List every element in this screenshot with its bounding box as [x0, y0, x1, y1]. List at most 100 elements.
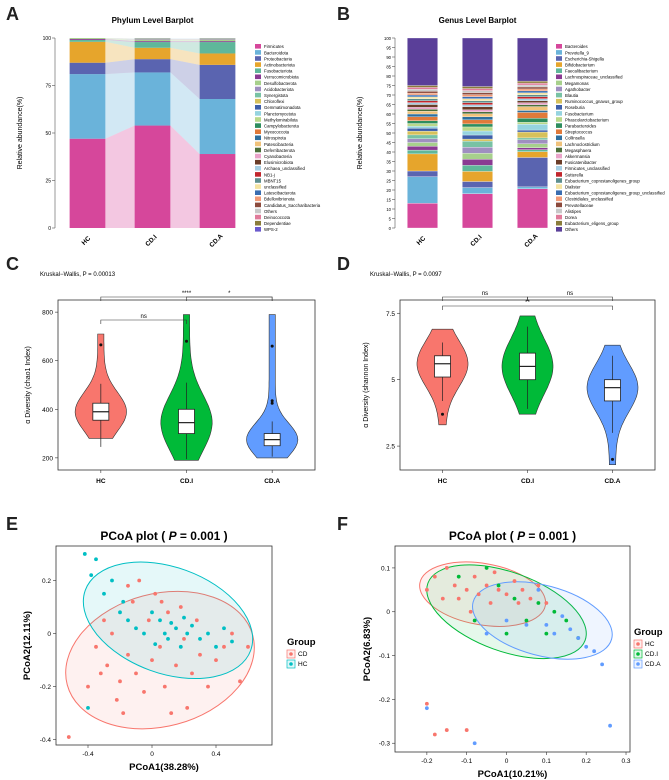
- significance-label: **: [525, 300, 530, 306]
- ribbon-firmicutes: [170, 125, 200, 228]
- comparison-bracket: [442, 305, 613, 310]
- y-tick-label: 5: [389, 217, 392, 222]
- legend-swatch-bacteroidota: [255, 50, 261, 55]
- point-hc: [432, 732, 437, 737]
- bar-segment-cd-i-alistipes: [462, 90, 493, 93]
- bar-segment-hc-phascolarctobacterium: [407, 123, 438, 127]
- y-axis-label: Relative abundance(%): [17, 97, 24, 170]
- chao1-violin-plot: Kruskal−Wallis, P = 0.00013 200 400 600 800 α…: [25, 272, 316, 485]
- point-cd: [190, 671, 194, 676]
- point-hc: [432, 574, 437, 579]
- y-tick-label: 800: [42, 310, 53, 317]
- bar-segment-cd-i-eubacterium-coprostanoligenes-group-unclassified: [462, 96, 493, 99]
- bar-segment-hc-fusicatenibacter: [407, 104, 438, 108]
- point-hc: [472, 574, 477, 579]
- legend-swatch-firmicutes-unclassified: [556, 166, 562, 171]
- significance-label: *: [228, 291, 231, 297]
- legend-swatch-candidatus-saccharibacteria: [255, 202, 261, 208]
- point-hc: [134, 626, 138, 631]
- point-cd: [137, 578, 142, 583]
- bar-segment-cd-a-megasphaera: [517, 104, 548, 107]
- bar-segment-cd-i-parabacteroides: [462, 123, 493, 128]
- point-cd-a: [584, 644, 589, 649]
- bar-segment-cd-i-bifidobacterium: [462, 171, 493, 182]
- legend-label-hc: HC: [645, 641, 655, 648]
- bar-segment-hc-parabacteroides: [407, 120, 438, 124]
- y-tick-label: 7.5: [386, 311, 395, 318]
- x-tick-label-hc: HC: [438, 478, 448, 485]
- point-cd: [66, 735, 71, 739]
- x-tick-label: -0.2: [421, 758, 433, 765]
- legend-label-others: Others: [264, 209, 277, 214]
- point-hc: [520, 587, 525, 592]
- bar-segment-cd-a-eubacterium-coprostanoligenes-group: [517, 94, 548, 97]
- legend-swatch-chloroflexi: [255, 98, 261, 104]
- bar-segment-cd-a-prevotella-9: [517, 186, 548, 189]
- y-tick-label: 15: [386, 198, 391, 203]
- point-hc: [230, 639, 234, 644]
- bar-segment-hc-bacteroides: [407, 203, 438, 229]
- legend-swatch-akkermansia: [556, 153, 562, 159]
- point-cd: [246, 644, 250, 649]
- point-hc: [89, 573, 94, 578]
- x-tick-label-hc: HC: [416, 235, 428, 247]
- legend-swatch-dorea: [556, 214, 562, 220]
- ribbon-verrucomicrobiota: [170, 41, 200, 43]
- point-cd: [102, 618, 106, 623]
- bar-segment-hc-roseburia: [407, 128, 438, 132]
- bar-segment-hc-dorea: [407, 87, 438, 90]
- legend-label-candidatus-saccharibacteria: Candidatus_Saccharibacteria: [264, 203, 321, 208]
- bar-segment-cd-i-megasphaera: [462, 111, 493, 114]
- bar-segment-cd-a-blautia: [517, 137, 548, 141]
- x-tick-label-cd-a: CD.A: [523, 233, 539, 249]
- point-cd-i: [536, 601, 541, 605]
- legend-swatch-wps-2: [255, 227, 261, 232]
- point-cd: [86, 684, 90, 689]
- legend-label-parabacteroides: Parabacteroides: [565, 124, 596, 129]
- bar-segment-cd-i-blautia: [462, 140, 493, 148]
- legend-swatch-deferribacterota: [255, 147, 261, 153]
- bar-segment-hc-blautia: [407, 134, 438, 139]
- legend-swatch-firmicutes: [255, 44, 261, 49]
- bar-segment-cd-i-dialister: [462, 98, 493, 101]
- x-tick-label-cd-i: CD.I: [180, 478, 193, 485]
- bar-segment-cd-i-roseburia: [462, 134, 493, 140]
- legend-swatch-bifidobacterium: [556, 62, 562, 67]
- ribbon-bacteroidota: [170, 72, 200, 155]
- y-tick-label: 400: [42, 407, 53, 414]
- point-cd: [174, 663, 178, 668]
- legend-label-others: Others: [565, 227, 578, 232]
- legend-label-planctomycetota: Planctomycetota: [264, 111, 296, 116]
- legend-label-eubacterium-coprostanoligenes-group-unclassified: Eubacterium_coprostanoligenes_group_uncl…: [565, 191, 665, 196]
- legend-swatch-parabacteroides: [556, 123, 562, 128]
- plot-frame: [55, 545, 273, 746]
- bar-segment-hc-prevotellaceae: [407, 91, 438, 94]
- bar-segment-cd-i-others: [462, 37, 493, 87]
- bar-segment-cd-a-alistipes: [517, 84, 548, 88]
- bar-segment-hc-megamonas: [407, 142, 438, 147]
- point-cd-a: [552, 631, 557, 636]
- x-axis-label: PCoA1(38.28%): [129, 762, 199, 773]
- legend-swatch-verrucomicrobiota: [255, 74, 261, 80]
- legend-title: Group: [634, 627, 663, 638]
- bar-segment-cd-i-prevotellaceae: [462, 92, 493, 95]
- bar-segment-hc-clostridiales-unclassified: [407, 92, 438, 96]
- legend-label-cd-a: CD.A: [645, 661, 661, 668]
- legend-label-fusicatenibacter: Fusicatenibacter: [565, 160, 597, 165]
- y-axis-label: PCoA2(12.11%): [22, 611, 33, 680]
- legend-label-ruminococcus-gnavus-group: Ruminococcus_gnavus_group: [565, 99, 623, 104]
- point-hc: [476, 592, 481, 597]
- y-tick-label: -0.1: [379, 653, 391, 660]
- legend-label-nb1-j: NB1-j: [264, 172, 275, 177]
- point-cd: [194, 618, 199, 623]
- point-cd-a: [472, 741, 477, 746]
- significance-label: ****: [182, 291, 192, 297]
- legend-swatch-lachnoclostridium: [556, 141, 562, 147]
- legend-swatch-agathobacter: [556, 86, 562, 92]
- bar-segment-cd-i-fusicatenibacter: [462, 106, 493, 110]
- legend-swatch-fusobacteriota: [255, 68, 261, 73]
- title-prefix: PCoA plot (: [100, 529, 168, 543]
- y-tick-label: 100: [43, 36, 52, 42]
- legend-label-prevotellaceae: Prevotellaceae: [565, 203, 594, 208]
- outlier-point-hc: [441, 412, 444, 416]
